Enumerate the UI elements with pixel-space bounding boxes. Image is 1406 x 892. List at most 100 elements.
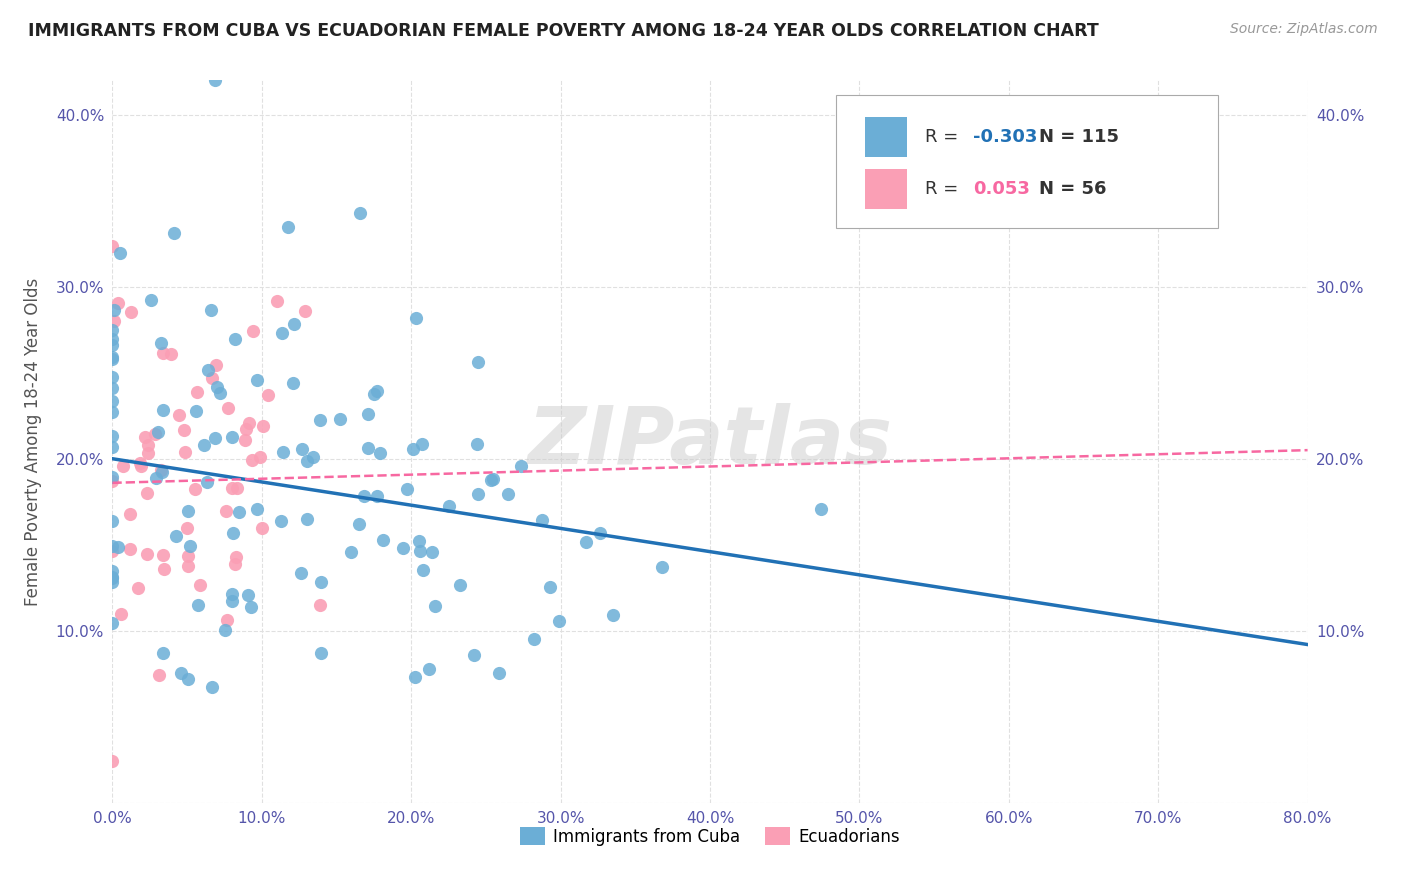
Point: [101, 440, 124, 454]
Point: [651, 560, 673, 574]
Point: [184, 482, 207, 496]
Point: [152, 548, 174, 562]
Point: [488, 666, 510, 681]
Text: N = 56: N = 56: [1039, 179, 1107, 198]
Point: [437, 499, 460, 513]
Point: [252, 418, 274, 433]
Point: [118, 541, 141, 556]
Point: [186, 384, 208, 399]
Point: [481, 472, 503, 486]
Point: [197, 362, 219, 376]
Point: [149, 463, 172, 477]
Point: [152, 562, 174, 576]
Point: [467, 436, 489, 450]
Point: [173, 423, 195, 437]
Point: [145, 471, 167, 485]
Point: [602, 607, 624, 622]
Point: [176, 549, 198, 564]
Point: [240, 453, 263, 467]
Point: [152, 345, 174, 359]
Text: R =: R =: [925, 179, 965, 198]
Point: [404, 670, 426, 684]
Point: [328, 412, 350, 426]
Point: [146, 425, 169, 439]
Point: [165, 529, 187, 543]
Point: [509, 459, 531, 474]
Point: [294, 304, 316, 318]
Point: [103, 302, 125, 317]
Point: [340, 545, 363, 559]
Point: [418, 662, 440, 676]
Point: [204, 358, 226, 372]
Point: [371, 533, 394, 547]
Point: [523, 632, 546, 647]
Point: [195, 475, 218, 489]
Point: [101, 405, 124, 419]
Point: [101, 755, 124, 769]
Point: [221, 593, 243, 607]
Point: [201, 370, 224, 384]
Point: [204, 431, 226, 445]
Point: [467, 487, 489, 501]
Point: [179, 540, 201, 554]
Point: [101, 474, 124, 488]
Point: [101, 539, 124, 553]
Point: [136, 438, 159, 452]
Point: [101, 574, 124, 589]
Point: [357, 441, 380, 455]
Point: [357, 408, 380, 422]
Point: [101, 351, 124, 365]
Point: [136, 486, 159, 500]
Point: [127, 581, 149, 595]
Point: [208, 385, 231, 400]
Point: [176, 672, 198, 686]
Point: [225, 549, 247, 564]
Point: [411, 437, 433, 451]
Point: [101, 338, 124, 352]
Point: [309, 646, 332, 660]
Point: [308, 413, 330, 427]
Point: [392, 541, 415, 555]
Point: [177, 504, 200, 518]
Point: [291, 442, 314, 457]
Point: [101, 381, 124, 395]
Point: [423, 599, 446, 614]
Point: [236, 588, 259, 602]
Point: [226, 481, 249, 495]
Point: [309, 598, 332, 612]
Point: [449, 577, 471, 591]
Point: [148, 668, 170, 682]
Point: [101, 616, 124, 631]
Point: [246, 373, 269, 387]
Point: [176, 521, 198, 535]
Legend: Immigrants from Cuba, Ecuadorians: Immigrants from Cuba, Ecuadorians: [513, 821, 907, 852]
Point: [242, 324, 264, 338]
Point: [283, 317, 305, 331]
Point: [347, 516, 370, 531]
Point: [222, 525, 245, 540]
Point: [271, 326, 294, 341]
Point: [540, 580, 562, 594]
Point: [152, 646, 174, 660]
Point: [101, 565, 124, 579]
Point: [160, 347, 183, 361]
Point: [184, 404, 207, 418]
Point: [238, 416, 260, 430]
Point: [221, 481, 243, 495]
Point: [110, 607, 132, 622]
Point: [120, 305, 142, 319]
FancyBboxPatch shape: [866, 117, 907, 156]
Point: [107, 296, 129, 310]
Point: [810, 501, 832, 516]
Point: [295, 511, 318, 525]
FancyBboxPatch shape: [866, 169, 907, 209]
Point: [143, 427, 166, 442]
Point: [363, 387, 385, 401]
Point: [214, 623, 236, 637]
Point: [101, 544, 124, 558]
Y-axis label: Female Poverty Among 18-24 Year Olds: Female Poverty Among 18-24 Year Olds: [24, 277, 42, 606]
Point: [250, 521, 273, 535]
Point: [412, 563, 434, 577]
Text: N = 115: N = 115: [1039, 128, 1119, 145]
Point: [187, 598, 209, 612]
